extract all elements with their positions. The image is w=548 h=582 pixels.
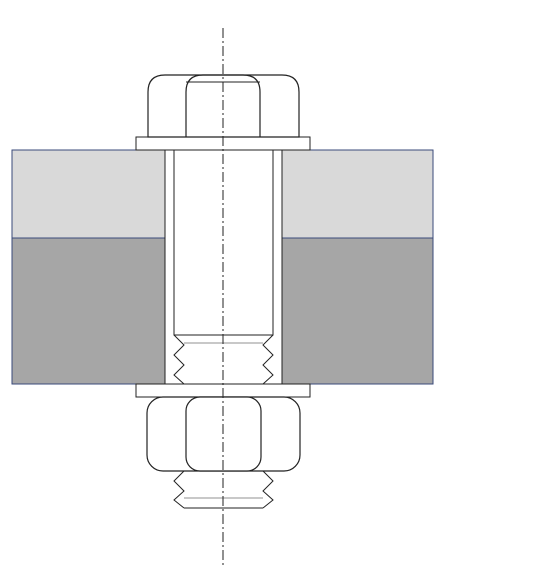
hex-head-left-facet — [185, 74, 261, 137]
bolt-hole — [164, 150, 283, 384]
plates-group — [11, 149, 434, 385]
upper-plate-right — [281, 149, 434, 239]
upper-plate-left — [11, 149, 166, 239]
protruding-thread-right — [262, 470, 274, 509]
bolt-thread-left — [173, 334, 185, 385]
lower-plate-right — [281, 237, 434, 385]
bolt-thread-right — [262, 334, 274, 385]
lower-plate-left — [11, 237, 166, 385]
protruding-thread-left — [173, 470, 185, 509]
